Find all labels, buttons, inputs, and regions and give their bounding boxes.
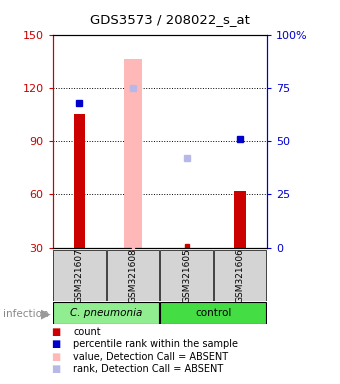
Text: ■: ■ [51,364,61,374]
Text: infection: infection [3,309,49,319]
Bar [53,302,159,324]
Bar [160,250,213,301]
Text: ■: ■ [51,339,61,349]
Text: count: count [73,327,101,337]
Text: ▶: ▶ [41,307,51,320]
Bar [53,250,106,301]
Text: GSM321605: GSM321605 [182,248,191,303]
Text: rank, Detection Call = ABSENT: rank, Detection Call = ABSENT [73,364,223,374]
Bar [107,250,159,301]
Bar [124,60,141,248]
Bar [234,191,246,248]
Text: GSM321608: GSM321608 [129,248,137,303]
Text: ■: ■ [51,327,61,337]
Text: control: control [195,308,232,318]
Bar [214,250,266,301]
Text: GDS3573 / 208022_s_at: GDS3573 / 208022_s_at [90,13,250,26]
Text: value, Detection Call = ABSENT: value, Detection Call = ABSENT [73,352,228,362]
Bar [73,114,85,248]
Text: GSM321607: GSM321607 [75,248,84,303]
Text: percentile rank within the sample: percentile rank within the sample [73,339,238,349]
Bar [160,302,266,324]
Text: C. pneumonia: C. pneumonia [70,308,142,318]
Text: ■: ■ [51,352,61,362]
Text: GSM321606: GSM321606 [236,248,244,303]
